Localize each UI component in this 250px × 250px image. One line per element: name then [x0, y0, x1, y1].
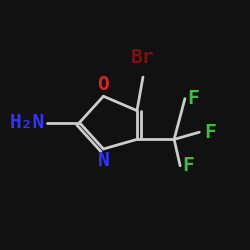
- Text: N: N: [98, 151, 109, 170]
- Text: F: F: [187, 89, 199, 108]
- Text: F: F: [182, 156, 194, 175]
- Text: O: O: [98, 75, 109, 94]
- Text: F: F: [204, 123, 216, 142]
- Text: Br: Br: [131, 48, 155, 68]
- Text: H₂N: H₂N: [10, 113, 45, 132]
